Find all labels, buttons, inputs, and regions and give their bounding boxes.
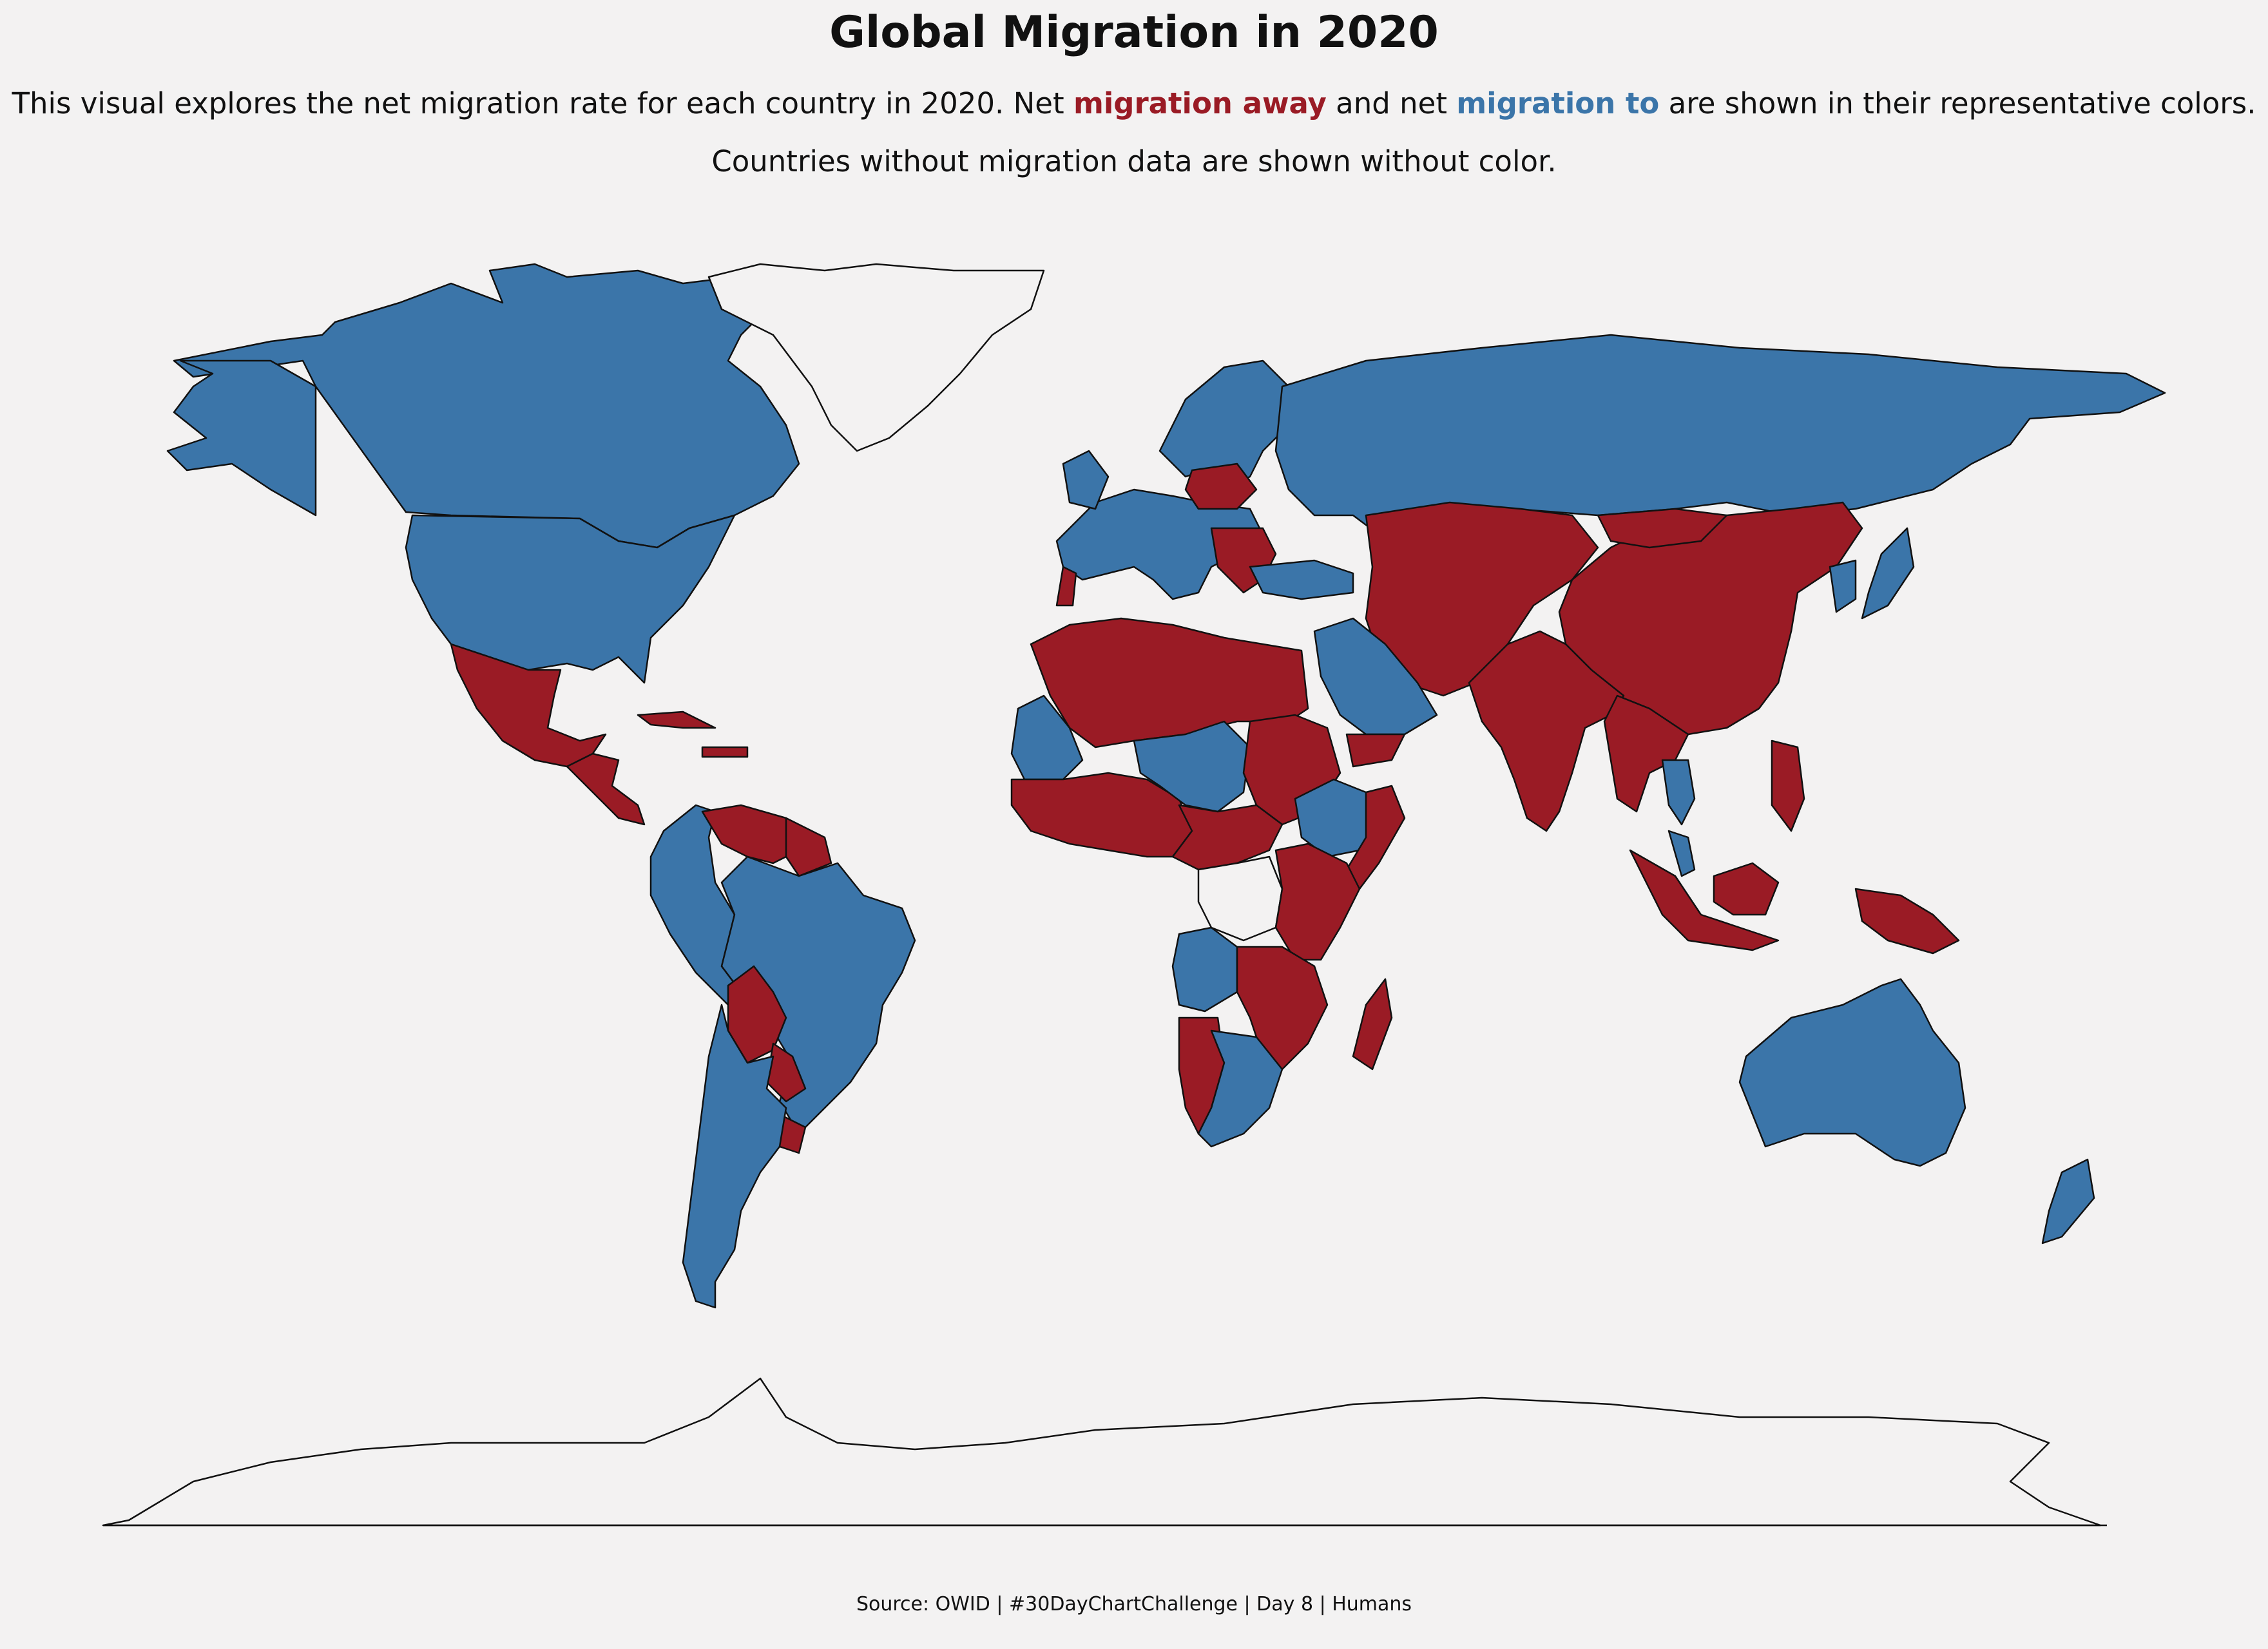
region-thailand	[1661, 759, 1696, 826]
region-south-africa-botswana	[1197, 1029, 1283, 1148]
region-argentina-chile	[682, 1004, 787, 1309]
migration-to-label: migration to	[1456, 86, 1660, 120]
region-united-states	[405, 514, 736, 684]
region-mauritania	[1010, 694, 1084, 781]
migration-away-label: migration away	[1073, 86, 1327, 120]
source-caption: Source: OWID | #30DayChartChallenge | Da…	[856, 1593, 1412, 1616]
region-australia	[1738, 978, 1966, 1167]
region-papua-new-guinea	[1854, 888, 1960, 955]
region-southeast-asia	[1603, 694, 1689, 813]
region-mongolia	[1597, 508, 1728, 549]
region-mexico	[450, 643, 607, 768]
region-indonesia	[1629, 849, 1780, 951]
region-russia	[1274, 334, 2166, 536]
region-alaska	[166, 359, 317, 517]
region-turkey	[1249, 559, 1354, 600]
region-japan	[1861, 527, 1915, 620]
map-title: Global Migration in 2020	[829, 7, 1439, 58]
region-poland	[1184, 462, 1258, 510]
subtitle-middle: and net	[1326, 86, 1457, 120]
region-philippines	[1771, 739, 1805, 832]
region-uk	[1062, 450, 1110, 510]
region-niger-chad	[1133, 720, 1251, 813]
region-borneo	[1713, 862, 1780, 916]
region-east-africa	[1274, 843, 1361, 961]
region-antarctica	[102, 1377, 2102, 1527]
subtitle-suffix: are shown in their representative colors…	[1659, 86, 2256, 120]
region-greenland	[707, 263, 1045, 452]
region-malaysia	[1667, 830, 1696, 877]
region-venezuela	[701, 804, 800, 864]
region-portugal	[1055, 566, 1077, 607]
region-central-africa	[1171, 804, 1283, 871]
region-central-america	[566, 752, 646, 826]
region-guyana	[785, 817, 832, 877]
region-yemen	[1345, 733, 1406, 768]
region-angola	[1171, 926, 1238, 1013]
subtitle-prefix: This visual explores the net migration r…	[12, 86, 1073, 120]
region-zambia-mozambique	[1236, 946, 1329, 1071]
region-western-europe	[1055, 488, 1264, 600]
region-saudi-arabia-gulf	[1313, 617, 1438, 736]
region-korea	[1829, 559, 1857, 613]
region-new-zealand	[2041, 1158, 2095, 1244]
region-caribbean	[637, 710, 749, 758]
region-india	[1468, 630, 1625, 832]
region-north-africa	[1030, 617, 1309, 748]
subtitle-line-2: Countries without migration data are sho…	[711, 144, 1557, 178]
region-somalia	[1345, 785, 1406, 890]
subtitle-line-1: This visual explores the net migration r…	[0, 81, 2268, 126]
region-madagascar	[1352, 978, 1393, 1071]
